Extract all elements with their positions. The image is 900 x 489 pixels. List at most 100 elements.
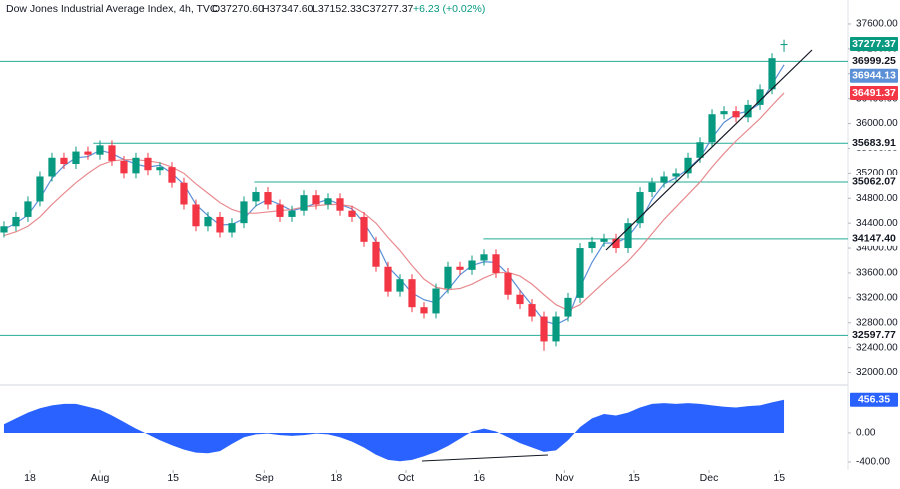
level-label: 32597.77: [852, 329, 896, 341]
candle-body: [120, 160, 128, 174]
candle-body: [696, 142, 704, 158]
candle-body: [780, 44, 788, 46]
level-label: 34147.40: [852, 233, 896, 245]
candle-body: [672, 173, 680, 177]
candle-body: [456, 266, 464, 270]
candle-body: [288, 210, 296, 217]
x-tick-label: Dec: [700, 472, 719, 484]
candle-body: [12, 216, 20, 227]
y-tick-label: 0.00: [856, 428, 876, 439]
candle-body: [192, 204, 200, 227]
candle-body: [768, 58, 776, 90]
y-tick-label: 33600.00: [856, 268, 898, 279]
candle-body: [648, 182, 656, 193]
candle-body: [312, 195, 320, 205]
price-label-box: [850, 85, 898, 100]
price-label-box: [850, 37, 898, 52]
candle-body: [60, 157, 68, 165]
candle-body: [528, 304, 536, 317]
oscillator-area: [3, 399, 785, 462]
y-tick-label: 34000.00: [856, 243, 898, 254]
candle-body: [324, 198, 332, 205]
candle-body: [732, 111, 740, 118]
candle-body: [504, 272, 512, 295]
header-change: +6.23 (+0.02%): [413, 3, 485, 15]
candle-body: [0, 226, 8, 233]
candle-body: [636, 192, 644, 224]
x-tick-label: 18: [331, 472, 343, 484]
candle-body: [612, 238, 620, 249]
oscillator-label: 456.35: [858, 394, 890, 406]
header-close: C37277.37: [362, 3, 414, 15]
candle-body: [660, 176, 668, 183]
candle-body: [756, 89, 764, 105]
candle-body: [240, 201, 248, 224]
candle-body: [264, 192, 272, 205]
price-label: 36491.37: [852, 87, 896, 99]
y-tick-label: -400.00: [856, 457, 890, 468]
oscillator-label-box: [850, 392, 898, 407]
candle-body: [744, 104, 752, 118]
candle-body: [300, 195, 308, 211]
y-tick-label: 33200.00: [856, 292, 898, 303]
x-tick-label: 18: [24, 472, 36, 484]
x-tick-label: Nov: [555, 472, 574, 484]
candle-body: [480, 254, 488, 261]
candle-body: [600, 238, 608, 242]
x-tick-label: 15: [167, 472, 179, 484]
candle-body: [540, 316, 548, 342]
candle-body: [720, 111, 728, 115]
candle-body: [216, 216, 224, 233]
candle-body: [444, 266, 452, 289]
candle-body: [360, 216, 368, 242]
candle-body: [492, 254, 500, 273]
level-label: 35683.91: [852, 137, 896, 149]
candle-body: [336, 198, 344, 211]
candle-body: [564, 297, 572, 317]
candle-body: [132, 157, 140, 174]
candle-body: [384, 266, 392, 292]
price-label: 36944.13: [852, 70, 896, 82]
x-tick-label: Sep: [255, 472, 274, 484]
trend-line: [605, 49, 813, 251]
header-title: Dow Jones Industrial Average Index, 4h, …: [6, 3, 218, 15]
candle-body: [552, 316, 560, 342]
main-pane: 32000.00 32400.00 32800.00 33200.00 33600.00…: [0, 19, 898, 484]
x-tick-label: 15: [628, 472, 640, 484]
y-tick-label: 32400.00: [856, 342, 898, 353]
candle-body: [180, 182, 188, 205]
divergence-line: [421, 454, 549, 462]
level-label-box: [850, 54, 898, 69]
candle-body: [408, 279, 416, 308]
level-label: 36999.25: [852, 55, 896, 67]
y-tick-label: 34800.00: [856, 193, 898, 204]
y-tick-label: 36000.00: [856, 118, 898, 129]
candle-body: [204, 216, 212, 227]
candle-body: [432, 288, 440, 314]
y-tick-label: 32000.00: [856, 367, 898, 378]
candle-body: [108, 145, 116, 161]
y-tick-label: 34400.00: [856, 218, 898, 229]
candle-body: [252, 192, 260, 202]
header-high: H37347.60: [262, 3, 314, 15]
candle-body: [276, 204, 284, 217]
x-tick-label: Oct: [398, 472, 414, 484]
candle-body: [420, 307, 428, 314]
candle-body: [168, 167, 176, 183]
candle-body: [72, 151, 80, 165]
level-label-box: [850, 231, 898, 246]
candle-body: [96, 145, 104, 155]
y-tick-label: 37600.00: [856, 19, 898, 30]
candle-body: [228, 223, 236, 233]
candle-body: [708, 114, 716, 143]
x-tick-label: 16: [473, 472, 485, 484]
candle-body: [588, 241, 596, 249]
x-tick-label: Aug: [91, 472, 110, 484]
candle-body: [348, 210, 356, 217]
candle-body: [624, 223, 632, 249]
candle-body: [576, 248, 584, 298]
candle-body: [396, 279, 404, 292]
price-label-box: [850, 68, 898, 83]
candle-body: [156, 167, 164, 171]
